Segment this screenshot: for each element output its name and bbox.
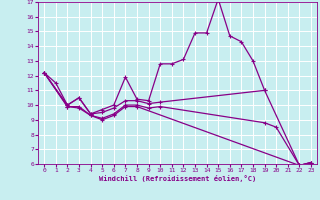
X-axis label: Windchill (Refroidissement éolien,°C): Windchill (Refroidissement éolien,°C) [99,175,256,182]
